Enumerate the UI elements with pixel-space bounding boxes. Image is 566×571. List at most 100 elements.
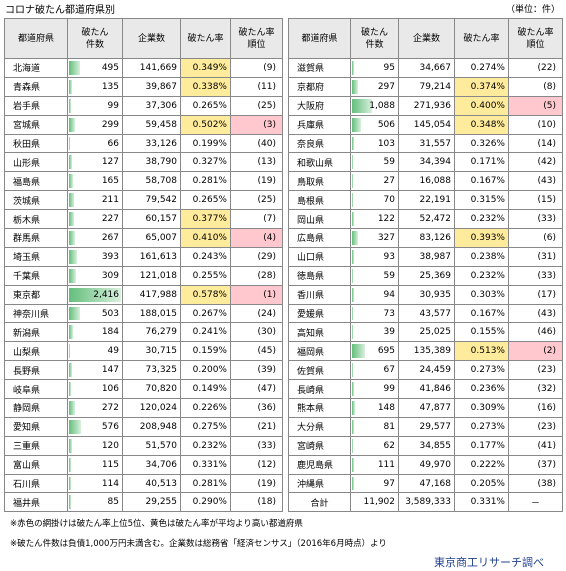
table-cell: (32) [508,379,563,400]
table-cell: 0.338% [180,76,231,97]
cell-text: － [530,498,540,509]
data-bar [69,363,73,378]
table-cell: 272 [67,398,123,418]
table-cell: 29,255 [122,492,181,513]
cell-text: 新潟県 [13,328,41,339]
data-bar [69,212,74,227]
cell-text: 0.265% [192,100,227,111]
cell-text: 11,902 [363,497,396,508]
table-cell: 66 [67,133,123,154]
cell-text: 503 [101,308,119,319]
cell-text: 66 [107,138,119,149]
cell-text: 0.167% [470,176,505,187]
cell-text: 岐阜県 [13,385,41,396]
table-cell: (4) [230,228,283,248]
table-cell: 120 [67,435,123,456]
cell-text: 393 [101,251,119,262]
table-cell: 93 [350,246,399,267]
cell-text: 京都府 [297,83,325,94]
table-cell: 67 [350,360,399,381]
table-cell: 0.232% [180,435,231,456]
table-cell: 85 [67,492,123,513]
cell-text: (19) [257,176,276,187]
table-row: 山形県 127 38,790 0.327% (13) [4,152,283,173]
table-cell: (36) [230,398,283,418]
table-row: 佐賀県 67 24,459 0.273% (23) [288,360,563,381]
cell-text: 0.255% [192,270,227,281]
data-bar [69,306,80,321]
cell-text: (42) [537,157,556,168]
table-cell: (28) [230,265,283,286]
table-cell: (42) [508,152,563,173]
cell-text: 0.205% [470,478,505,489]
cell-text: 271,936 [413,100,451,111]
table-cell: (29) [230,246,283,267]
cell-text: 0.222% [470,459,505,470]
data-bar [69,287,121,302]
table-cell: 103 [350,133,399,154]
cell-text: 114 [101,478,119,489]
cell-text: (29) [257,251,276,262]
cell-text: 41,846 [419,384,452,395]
table-cell: 148 [350,398,399,418]
table-row: 茨城県 211 79,542 0.265% (25) [4,190,283,211]
table-cell: 0.578% [180,284,231,305]
cell-text: 島根県 [297,196,325,207]
data-bar [352,476,354,491]
cell-text: 73,325 [145,365,178,376]
cell-text: 83,126 [419,232,452,243]
cell-text: 0.149% [192,384,227,395]
table-cell: 福島県 [4,171,68,192]
table-cell: 34,667 [398,58,455,78]
table-row: 長野県 147 73,325 0.200% (39) [4,360,283,381]
cell-text: 0.338% [192,81,227,92]
table-cell: 299 [67,114,123,135]
cell-text: 99 [383,384,395,395]
table-cell: (33) [508,265,563,286]
table-cell: 22,191 [398,190,455,211]
table-right: 都道府県 破たん 件数 企業数 破たん率 破たん率 順位 滋賀県 95 34,667 0.274%(… [288,18,563,513]
cell-text: 0.331% [470,497,505,508]
cell-text: 135 [101,81,119,92]
cell-text: 47,168 [419,478,452,489]
table-cell: (40) [230,133,283,154]
cell-text: 141,669 [139,62,177,73]
cell-text: 東京都 [13,291,41,302]
cell-text: 81 [383,421,395,432]
cell-text: 495 [101,62,119,73]
table-cell: 0.265% [180,190,231,211]
cell-text: (23) [537,421,556,432]
table-cell: 70,820 [122,379,181,400]
cell-text: 愛媛県 [297,310,325,321]
cell-text: 39 [383,327,395,338]
header-text: 件数 [85,39,104,50]
data-bar [69,174,73,189]
table-cell: 59 [350,265,399,286]
header-text: 企業数 [412,33,440,44]
cell-text: (43) [537,176,556,187]
table-cell: 62 [350,435,399,456]
cell-text: (13) [257,157,276,168]
table-cell: (43) [508,303,563,324]
cell-text: 0.200% [192,365,227,376]
table-row: 徳島県 59 25,369 0.232% (33) [288,265,563,286]
table-cell: (5) [508,95,563,116]
table-cell: 宮崎県 [288,435,351,456]
cell-text: 長崎県 [297,385,325,396]
table-cell: 271,936 [398,95,455,116]
table-cell: 49 [67,341,123,362]
cell-text: 25,369 [419,270,452,281]
table-cell: 0.167% [454,303,509,324]
cell-text: (28) [257,270,276,281]
cell-text: 93 [383,251,395,262]
header-text: 破たん [360,27,388,38]
cell-text: 徳島県 [297,272,325,283]
data-bar [69,79,72,94]
cell-text: 北海道 [13,64,41,75]
table-row: 静岡県 272 120,024 0.226% (36) [4,398,283,418]
table-cell: 佐賀県 [288,360,351,381]
cell-text: (43) [537,308,556,319]
table-cell: (25) [230,190,283,211]
cell-text: 0.315% [470,195,505,206]
